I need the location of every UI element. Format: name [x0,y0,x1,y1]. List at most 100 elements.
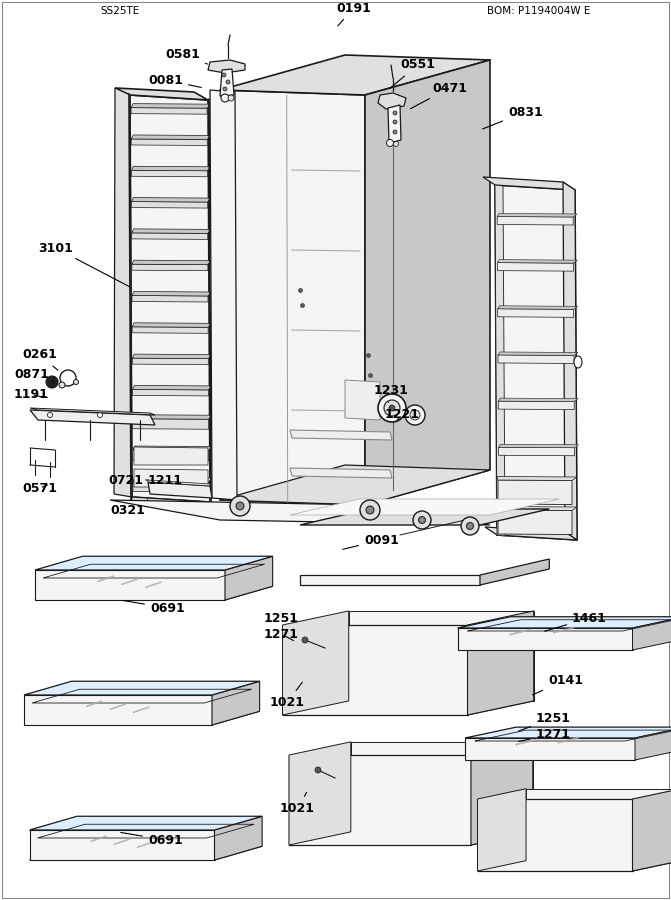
Polygon shape [563,182,577,540]
Polygon shape [132,229,211,233]
Polygon shape [300,575,480,585]
Text: 0571: 0571 [22,482,57,494]
Polygon shape [289,832,533,845]
Text: 0721: 0721 [108,473,148,487]
Polygon shape [132,135,210,140]
Text: 0691: 0691 [121,832,183,847]
Text: 3101: 3101 [38,241,130,287]
Circle shape [226,80,230,84]
Polygon shape [220,90,365,505]
Polygon shape [132,198,211,202]
Circle shape [59,382,65,388]
Circle shape [48,412,52,418]
Text: 0321: 0321 [110,500,148,517]
Polygon shape [480,559,550,585]
Polygon shape [465,738,635,760]
Text: 1191: 1191 [14,389,49,401]
Polygon shape [134,447,208,465]
Polygon shape [35,570,225,600]
Polygon shape [349,611,533,701]
Polygon shape [388,105,401,143]
Polygon shape [24,695,212,725]
Polygon shape [30,410,155,425]
Polygon shape [497,263,574,271]
Polygon shape [497,476,577,481]
Polygon shape [131,497,210,508]
Circle shape [302,637,308,643]
Polygon shape [220,69,234,96]
Text: 1271: 1271 [264,627,299,641]
Polygon shape [633,788,671,871]
Polygon shape [378,93,406,109]
Text: 1021: 1021 [280,792,315,814]
Polygon shape [132,139,207,146]
Polygon shape [478,788,526,871]
Polygon shape [290,468,392,478]
Circle shape [222,73,226,77]
Polygon shape [132,358,208,365]
Polygon shape [24,711,260,725]
Polygon shape [132,170,207,176]
Text: 0581: 0581 [165,49,207,64]
Polygon shape [351,742,533,832]
Circle shape [393,111,397,115]
Polygon shape [499,401,574,410]
Circle shape [60,370,76,386]
Polygon shape [289,742,351,845]
Polygon shape [345,380,380,420]
Polygon shape [132,166,211,171]
Text: 1271: 1271 [519,727,571,742]
Polygon shape [134,469,208,487]
Polygon shape [30,408,155,415]
Polygon shape [132,295,208,302]
Polygon shape [497,259,578,263]
Polygon shape [30,830,215,860]
Circle shape [366,506,374,514]
Polygon shape [35,586,272,600]
Circle shape [410,410,420,420]
Circle shape [360,500,380,520]
Polygon shape [131,104,210,108]
Polygon shape [499,398,578,401]
Polygon shape [132,202,207,208]
Polygon shape [210,90,237,500]
Text: 0141: 0141 [533,673,583,695]
Circle shape [393,130,397,134]
Polygon shape [495,185,505,536]
Polygon shape [526,788,671,860]
Polygon shape [132,292,211,296]
Polygon shape [148,480,210,486]
Polygon shape [133,477,212,482]
Polygon shape [483,177,575,190]
Polygon shape [110,500,490,525]
Text: 1461: 1461 [545,611,607,631]
Polygon shape [498,309,574,318]
Polygon shape [208,60,245,73]
Polygon shape [133,446,212,451]
Circle shape [97,412,103,418]
Text: 0691: 0691 [123,600,185,615]
Polygon shape [132,327,208,333]
Polygon shape [133,450,209,461]
Text: 0191: 0191 [336,2,371,26]
Polygon shape [498,480,572,505]
Polygon shape [465,727,671,738]
Text: 1251: 1251 [519,712,571,731]
Polygon shape [497,217,573,225]
Circle shape [74,380,79,384]
Circle shape [389,405,395,411]
Polygon shape [148,482,212,498]
Polygon shape [35,556,272,570]
Circle shape [46,376,58,388]
Polygon shape [115,88,208,100]
Polygon shape [132,323,211,328]
Polygon shape [468,611,533,715]
Polygon shape [365,60,490,505]
Polygon shape [282,625,468,715]
Circle shape [230,496,250,516]
Polygon shape [132,265,208,271]
Text: 0261: 0261 [22,348,58,370]
Polygon shape [478,799,633,871]
Circle shape [228,95,234,101]
Text: 0871: 0871 [14,368,54,382]
